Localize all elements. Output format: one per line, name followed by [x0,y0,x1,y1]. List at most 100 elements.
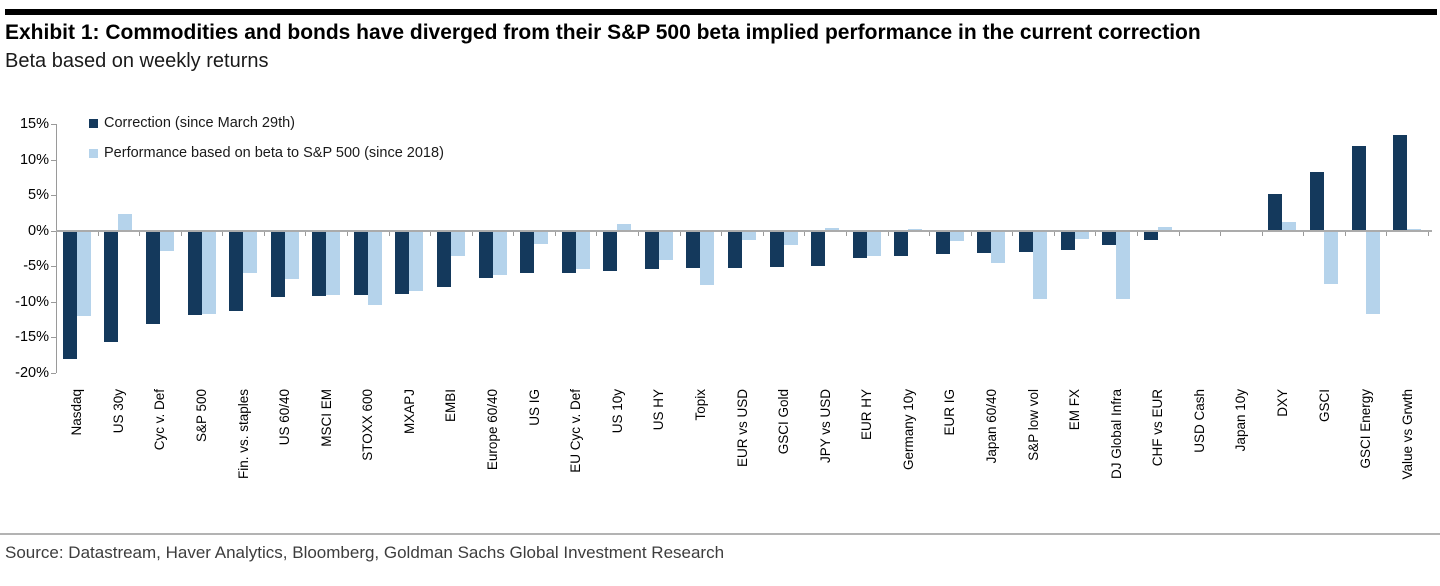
correction-bar-Europe 60/40 [478,230,493,278]
x-axis-tick [804,231,806,236]
x-axis-label-EM FX: EM FX [1067,389,1083,431]
top-rule [5,9,1437,15]
legend-item-correction: Correction (since March 29th) [89,115,444,132]
x-axis-tick [1428,231,1429,236]
y-axis-tick-label: -15% [15,329,49,346]
correction-bar-US IG [520,230,535,274]
y-axis-line [56,124,57,373]
beta-performance-bar-CHF vs EUR [1157,227,1172,231]
correction-bar-S&P low vol [1019,230,1034,253]
beta-performance-bar-Nasdaq [76,230,91,317]
beta-performance-bar-DXY [1282,222,1297,231]
x-axis-label-S&P 500: S&P 500 [194,389,209,443]
correction-bar-S&P 500 [187,230,202,315]
x-axis-label-US 30y: US 30y [110,389,126,434]
beta-performance-bar-US IG [534,230,549,244]
x-axis-tick [596,231,598,236]
x-axis-tick [638,231,640,236]
x-axis-label-EUR vs USD: EUR vs USD [734,389,750,468]
x-axis-label-Value vs Grwth: Value vs Grwth [1399,389,1415,480]
correction-bar-JPY vs USD [811,230,826,267]
beta-performance-bar-GSCI Energy [1365,230,1380,314]
y-axis-tick-label: 0% [28,222,49,239]
y-axis-tick [51,230,56,232]
beta-performance-bar-MSCI EM [326,230,341,295]
y-axis-tick-label: -10% [15,293,49,310]
x-axis-tick [305,231,307,236]
correction-bar-Topix [686,230,701,269]
x-axis-label-EUR IG: EUR IG [942,389,958,436]
beta-performance-bar-GSCI [1324,230,1339,285]
beta-performance-bar-EUR HY [866,230,881,256]
x-axis-label-Nasdaq: Nasdaq [69,389,85,436]
x-axis-tick [762,231,764,236]
x-axis-label-US 60/40: US 60/40 [277,389,293,446]
beta-performance-bar-S&P 500 [201,230,216,314]
x-axis-tick [139,231,141,236]
beta-performance-bar-STOXX 600 [367,230,382,305]
correction-bar-EMBI [436,230,451,287]
x-axis-tick [845,231,847,236]
correction-bar-US 60/40 [270,230,285,297]
correction-bar-Value vs Grwth [1393,134,1408,231]
legend-label-beta-performance: Performance based on beta to S&P 500 (si… [104,145,444,161]
beta-performance-bar-GSCI Gold [783,230,798,245]
x-axis-label-US 10y: US 10y [609,389,625,434]
x-axis-tick [263,231,265,236]
correction-bar-EUR HY [852,230,867,258]
exhibit-title: Exhibit 1: Commodities and bonds have di… [5,21,1201,44]
correction-bar-EU Cyc v. Def [561,230,576,273]
x-axis-tick [1386,231,1388,236]
x-axis-label-MXAPJ: MXAPJ [401,389,417,435]
x-axis-tick [513,231,515,236]
source-rule [0,533,1440,535]
legend-label-correction: Correction (since March 29th) [104,115,295,131]
x-axis-label-Cyc v. Def: Cyc v. Def [152,389,168,451]
y-axis-tick-label: 10% [19,151,49,168]
zero-axis-line [56,229,1432,232]
x-axis-label-Topix: Topix [692,389,708,421]
correction-bar-Nasdaq [62,230,77,359]
x-axis-label-EU Cyc v. Def: EU Cyc v. Def [568,389,584,473]
correction-bar-Germany 10y [894,230,909,257]
correction-bar-GSCI Energy [1351,146,1366,231]
beta-performance-bar-MXAPJ [409,230,424,292]
y-axis-tick [51,124,56,125]
beta-performance-bar-Europe 60/40 [492,230,507,275]
x-axis-label-Germany 10y: Germany 10y [900,389,916,471]
y-axis-tick [51,159,56,161]
x-axis-tick [887,231,889,236]
x-axis-tick [1344,231,1346,236]
x-axis-tick [1053,231,1055,236]
correction-bar-EM FX [1060,230,1075,250]
y-axis-tick [51,337,56,339]
beta-performance-bar-US 30y [118,213,133,231]
x-axis-label-GSCI: GSCI [1316,389,1332,423]
y-axis-tick [51,373,56,374]
beta-performance-bar-US 60/40 [284,230,299,280]
x-axis-label-CHF vs EUR: CHF vs EUR [1150,389,1166,467]
correction-bar-MXAPJ [395,230,410,295]
legend-swatch-beta-performance [89,149,98,158]
correction-bar-US 30y [104,230,119,342]
x-axis-tick [347,231,349,236]
beta-performance-bar-US 10y [617,223,632,231]
beta-performance-bar-EMBI [450,230,465,257]
beta-performance-bar-Topix [700,230,715,285]
x-axis-tick [1012,231,1014,236]
x-axis-label-Europe 60/40: Europe 60/40 [485,389,501,471]
x-axis-tick [222,231,224,236]
beta-performance-bar-Fin. vs. staples [243,230,258,274]
x-axis-label-US HY: US HY [651,389,667,431]
x-axis-tick [929,231,931,236]
x-axis-tick [1303,231,1305,236]
x-axis-tick [1261,231,1263,236]
correction-bar-EUR vs USD [728,230,742,268]
correction-bar-DXY [1268,194,1283,231]
x-axis-tick [970,231,972,236]
beta-performance-bar-US HY [658,230,673,260]
y-axis-tick-label: 15% [19,116,49,132]
legend-swatch-correction [89,119,98,128]
x-axis-label-S&P low vol: S&P low vol [1025,389,1041,461]
x-axis-label-USD Cash: USD Cash [1191,389,1207,453]
